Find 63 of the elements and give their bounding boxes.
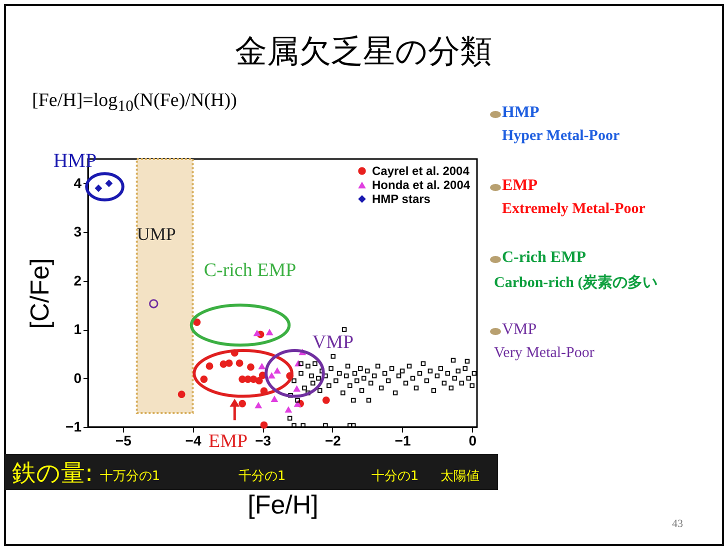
y-tick-label: −1 bbox=[66, 418, 82, 434]
y-tick-label: 0 bbox=[74, 370, 82, 386]
point bbox=[266, 328, 274, 336]
point bbox=[293, 385, 301, 392]
legend-label: HMP stars bbox=[372, 192, 431, 206]
text: 十万分の1 bbox=[100, 469, 160, 484]
point bbox=[322, 396, 330, 404]
band-label: UMP bbox=[136, 224, 176, 244]
point bbox=[268, 372, 276, 379]
y-axis-title: [C/Fe] bbox=[24, 258, 55, 329]
text: HMP bbox=[502, 104, 540, 122]
text: Very Metal-Poor bbox=[494, 345, 594, 362]
text: VMP bbox=[502, 321, 537, 339]
x-tick-label: −5 bbox=[115, 432, 132, 448]
point bbox=[254, 402, 262, 408]
point bbox=[244, 376, 252, 383]
x-tick-label: −3 bbox=[255, 432, 272, 448]
text: 十分の1 bbox=[370, 468, 420, 485]
point bbox=[238, 400, 246, 408]
annotation: VMP bbox=[312, 332, 354, 353]
point bbox=[284, 406, 292, 413]
x-tick-label: 0 bbox=[468, 432, 477, 448]
text: EMP bbox=[502, 177, 538, 195]
text: 太陽値 bbox=[440, 468, 480, 485]
text: 鉄の量: bbox=[12, 458, 94, 489]
text: Carbon-rich (炭素の多い bbox=[494, 273, 658, 292]
annotation: C-rich EMP bbox=[204, 260, 296, 281]
annotation: HMP bbox=[53, 150, 97, 172]
x-tick-label: −4 bbox=[185, 432, 202, 448]
text: Extremely Metal-Poor bbox=[502, 201, 646, 218]
point bbox=[236, 359, 244, 367]
point bbox=[178, 390, 186, 398]
point bbox=[294, 400, 302, 407]
point bbox=[225, 359, 233, 367]
y-tick-label: 2 bbox=[74, 272, 82, 288]
y-tick-label: 3 bbox=[74, 224, 82, 240]
point bbox=[94, 184, 102, 192]
point bbox=[270, 396, 278, 402]
text: C-rich EMP bbox=[502, 249, 586, 267]
point bbox=[206, 362, 214, 370]
text: 千分の1 bbox=[237, 468, 287, 485]
legend-label: Honda et al. 2004 bbox=[372, 178, 470, 192]
x-axis-title: [Fe/H] bbox=[248, 490, 318, 520]
y-tick-label: 1 bbox=[74, 321, 82, 338]
point bbox=[260, 421, 268, 429]
legend-label: Cayrel et al. 2004 bbox=[372, 164, 470, 178]
x-tick-label: −1 bbox=[394, 432, 411, 448]
text: EMP bbox=[208, 431, 248, 452]
chart-title: 金属欠乏星の分類 bbox=[234, 31, 493, 72]
point bbox=[193, 318, 201, 326]
x-tick-label: −2 bbox=[324, 432, 342, 448]
y-tick-label: 4 bbox=[74, 174, 82, 191]
point bbox=[105, 180, 113, 188]
text: 43 bbox=[672, 518, 683, 530]
point bbox=[253, 330, 261, 336]
point bbox=[274, 367, 281, 374]
point bbox=[149, 299, 158, 308]
chart-subtitle: [Fe/H]=log$_{10}$(N(Fe)/N(H)) bbox=[32, 90, 237, 116]
point bbox=[200, 376, 208, 383]
point bbox=[258, 362, 266, 370]
point bbox=[247, 363, 254, 371]
point bbox=[255, 377, 263, 384]
text: Hyper Metal-Poor bbox=[502, 128, 620, 145]
